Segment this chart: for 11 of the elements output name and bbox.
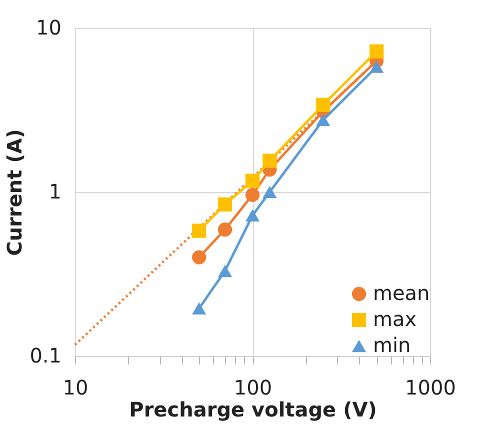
- legend-label: mean: [373, 281, 430, 305]
- y-tick-label: 10: [36, 16, 62, 40]
- x-tick-label: 1000: [405, 376, 456, 400]
- y-tick-label: 0.1: [30, 344, 62, 368]
- x-tick-label: 100: [234, 376, 272, 400]
- x-tick-label: 10: [62, 376, 88, 400]
- y-axis-title: Current (A): [2, 129, 27, 256]
- legend-label: min: [373, 333, 411, 357]
- legend-label: max: [373, 307, 417, 331]
- y-tick-label: 1: [48, 180, 62, 204]
- x-axis-title: Precharge voltage (V): [129, 398, 377, 422]
